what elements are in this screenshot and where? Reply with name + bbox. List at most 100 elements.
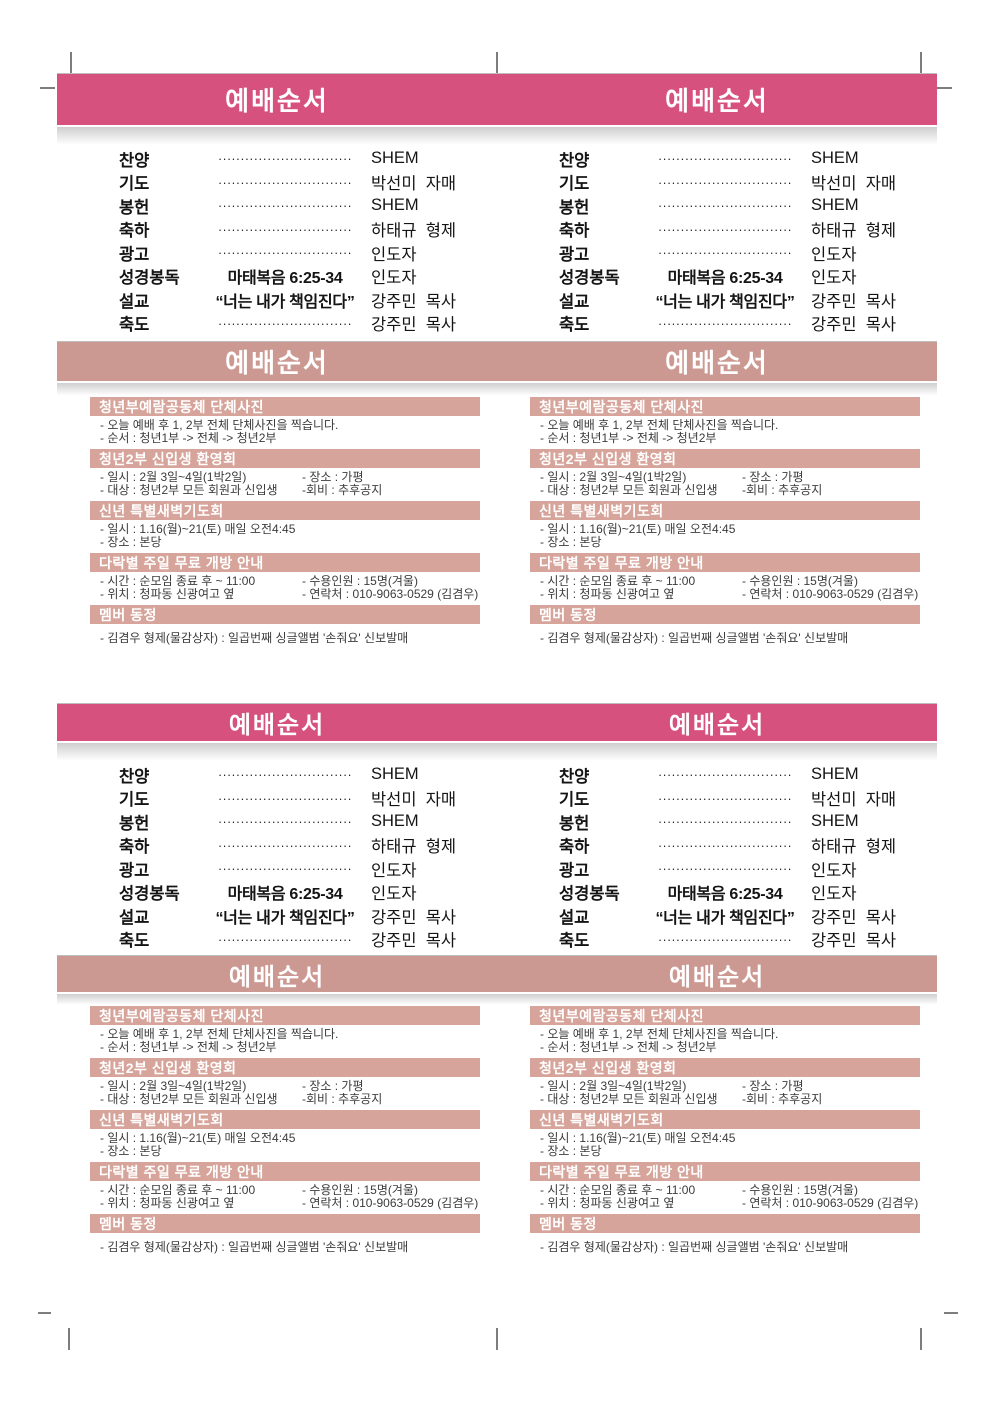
announcement-section: 청년2부 신입생 환영회 - 일시 : 2월 3일~4일(1박2일) - 장소 …	[90, 449, 480, 496]
worship-item-middle: ······························	[209, 173, 361, 192]
worship-row: 설교 “너는 내가 책임진다” 강주민 목사	[57, 904, 497, 928]
announcement-line: - 일시 : 2월 3일~4일(1박2일) - 장소 : 가평	[100, 471, 480, 484]
section-title: 멤버 동정	[99, 1215, 157, 1232]
worship-item-label: 광고	[119, 861, 150, 880]
announcement-section: 신년 특별새벽기도회 - 일시 : 1.16(월)~21(토) 매일 오전4:4…	[90, 501, 480, 548]
section-lines: - 시간 : 순모임 종료 후 ~ 11:00 - 수용인원 : 15명(겨울)…	[100, 575, 480, 600]
announcement-text-left: - 장소 : 본당	[100, 1143, 162, 1158]
announcement-section: 청년부예람공동체 단체사진 - 오늘 예배 후 1, 2부 전체 단체사진을 찍…	[530, 397, 920, 444]
worship-order-panel: 찬양 ······························ SHEM 기…	[57, 763, 497, 951]
section-title-bar: 멤버 동정	[90, 1214, 480, 1233]
announcement-text-right: -회비 : 추후공지	[742, 482, 823, 497]
worship-item-middle: 마태복음 6:25-34	[209, 880, 361, 904]
worship-row: 기도 ······························ 박선미 자매	[57, 171, 497, 195]
crop-mark	[496, 1328, 498, 1350]
crop-mark	[38, 1312, 51, 1314]
announcement-line: - 일시 : 2월 3일~4일(1박2일) - 장소 : 가평	[540, 1080, 920, 1093]
worship-item-person: 인도자	[371, 885, 417, 904]
worship-item-person: SHEM	[811, 765, 859, 784]
worship-item-middle: ······························	[209, 812, 361, 831]
announcement-line: - 시간 : 순모임 종료 후 ~ 11:00 - 수용인원 : 15명(겨울)	[540, 575, 920, 588]
worship-row: 축도 ······························ 강주민 목사	[57, 928, 497, 952]
worship-item-middle: ······························	[649, 930, 801, 949]
announcement-line: - 일시 : 1.16(월)~21(토) 매일 오전4:45	[100, 523, 480, 536]
announcement-section: 신년 특별새벽기도회 - 일시 : 1.16(월)~21(토) 매일 오전4:4…	[90, 1110, 480, 1157]
section-lines: - 일시 : 1.16(월)~21(토) 매일 오전4:45 - 장소 : 본당	[540, 1132, 920, 1157]
worship-item-middle: ······························	[209, 859, 361, 878]
announcement-section: 멤버 동정 - 김겸우 형제(물감상자) : 일곱번째 싱글앨범 '손줘요' 신…	[90, 1214, 480, 1254]
announcement-section: 신년 특별새벽기도회 - 일시 : 1.16(월)~21(토) 매일 오전4:4…	[530, 1110, 920, 1157]
announcement-text-left: - 오늘 예배 후 1, 2부 전체 단체사진을 찍습니다.	[100, 1027, 339, 1041]
worship-item-middle: ······························	[649, 789, 801, 808]
section-lines: - 김겸우 형제(물감상자) : 일곱번째 싱글앨범 '손줘요' 신보발매	[540, 632, 920, 645]
announcement-section: 청년부예람공동체 단체사진 - 오늘 예배 후 1, 2부 전체 단체사진을 찍…	[530, 1006, 920, 1053]
section-title: 멤버 동정	[539, 606, 597, 623]
worship-item-person: SHEM	[371, 812, 419, 831]
section-title: 다락별 주일 무료 개방 안내	[99, 554, 264, 571]
announcement-line: - 시간 : 순모임 종료 후 ~ 11:00 - 수용인원 : 15명(겨울)	[100, 575, 480, 588]
section-title-bar: 청년부예람공동체 단체사진	[530, 397, 920, 416]
banner-title: 예배순서	[225, 86, 329, 116]
worship-item-label: 성경봉독	[119, 885, 180, 904]
section-title-bar: 신년 특별새벽기도회	[90, 501, 480, 520]
worship-item-person: SHEM	[811, 149, 859, 168]
announcement-line: - 장소 : 본당	[100, 1143, 480, 1158]
announcement-line: - 위치 : 청파동 신광여고 옆 - 연락처 : 010-9063-0529 …	[540, 587, 920, 601]
section-title-bar: 다락별 주일 무료 개방 안내	[90, 1162, 480, 1181]
section-title-bar: 청년부예람공동체 단체사진	[90, 397, 480, 416]
announcement-text-left: - 김겸우 형제(물감상자) : 일곱번째 싱글앨범 '손줘요' 신보발매	[540, 1240, 849, 1254]
announcement-text-left: - 일시 : 1.16(월)~21(토) 매일 오전4:45	[100, 522, 296, 536]
worship-item-middle: “너는 내가 책임진다”	[209, 288, 361, 312]
dotted-leader: ······························	[218, 246, 352, 261]
worship-item-label: 축도	[559, 316, 590, 335]
announcement-line: - 일시 : 1.16(월)~21(토) 매일 오전4:45	[540, 523, 920, 536]
announcement-section: 청년2부 신입생 환영회 - 일시 : 2월 3일~4일(1박2일) - 장소 …	[530, 449, 920, 496]
announcement-text-left: - 순서 : 청년1부 -> 전체 -> 청년2부	[540, 1039, 717, 1054]
worship-item-detail: “너는 내가 책임진다”	[655, 293, 795, 311]
section-title-bar: 다락별 주일 무료 개방 안내	[530, 1162, 920, 1181]
announcement-section: 다락별 주일 무료 개방 안내 - 시간 : 순모임 종료 후 ~ 11:00 …	[90, 1162, 480, 1209]
worship-row: 기도 ······························ 박선미 자매	[497, 171, 937, 195]
worship-item-label: 기도	[119, 175, 150, 194]
worship-item-person: 강주민 목사	[371, 932, 457, 951]
announcement-text-right: - 수용인원 : 15명(겨울)	[742, 574, 858, 588]
section-lines: - 시간 : 순모임 종료 후 ~ 11:00 - 수용인원 : 15명(겨울)…	[100, 1184, 480, 1209]
banner-title: 예배순서	[665, 348, 769, 378]
announcement-text-left: - 일시 : 2월 3일~4일(1박2일)	[100, 1079, 247, 1093]
worship-item-person: 하태규 형제	[811, 838, 897, 857]
section-title: 청년2부 신입생 환영회	[99, 450, 237, 467]
section-lines: - 김겸우 형제(물감상자) : 일곱번째 싱글앨범 '손줘요' 신보발매	[540, 1241, 920, 1254]
section-lines: - 일시 : 1.16(월)~21(토) 매일 오전4:45 - 장소 : 본당	[100, 1132, 480, 1157]
section-title: 신년 특별새벽기도회	[99, 1111, 224, 1128]
dotted-leader: ······························	[658, 152, 792, 167]
worship-item-person: 인도자	[811, 245, 857, 264]
section-title-bar: 신년 특별새벽기도회	[530, 1110, 920, 1129]
worship-item-detail: 마태복음 6:25-34	[227, 886, 343, 904]
announcement-text-left: - 장소 : 본당	[540, 534, 602, 549]
dotted-leader: ······························	[658, 246, 792, 261]
worship-item-person: 하태규 형제	[371, 222, 457, 241]
dotted-leader: ······························	[218, 152, 352, 167]
dotted-leader: ······························	[658, 222, 792, 237]
announcement-text-left: - 위치 : 청파동 신광여고 옆	[100, 1195, 235, 1210]
worship-item-middle: ······························	[209, 149, 361, 168]
worship-item-middle: ······························	[649, 836, 801, 855]
worship-item-middle: 마태복음 6:25-34	[649, 880, 801, 904]
worship-row: 축도 ······························ 강주민 목사	[57, 312, 497, 336]
section-title-bar: 신년 특별새벽기도회	[90, 1110, 480, 1129]
worship-item-person: 인도자	[811, 269, 857, 288]
announcements-panel: 청년부예람공동체 단체사진 - 오늘 예배 후 1, 2부 전체 단체사진을 찍…	[57, 397, 497, 650]
section-title: 청년2부 신입생 환영회	[539, 450, 677, 467]
worship-row: 축하 ······························ 하태규 형제	[497, 834, 937, 858]
worship-order-pair: 찬양 ······························ SHEM 기…	[57, 763, 937, 951]
worship-item-person: SHEM	[371, 765, 419, 784]
section-title: 멤버 동정	[99, 606, 157, 623]
banner-title: 예배순서	[668, 963, 766, 991]
announcement-section: 다락별 주일 무료 개방 안내 - 시간 : 순모임 종료 후 ~ 11:00 …	[90, 553, 480, 600]
announcement-text-left: - 일시 : 2월 3일~4일(1박2일)	[540, 470, 687, 484]
announcement-line: - 대상 : 청년2부 모든 회원과 신입생 -회비 : 추후공지	[540, 1092, 920, 1106]
worship-row: 성경봉독 마태복음 6:25-34 인도자	[497, 881, 937, 905]
section-title-bar: 다락별 주일 무료 개방 안내	[530, 553, 920, 572]
crop-mark	[496, 52, 498, 73]
section-title-bar: 다락별 주일 무료 개방 안내	[90, 553, 480, 572]
